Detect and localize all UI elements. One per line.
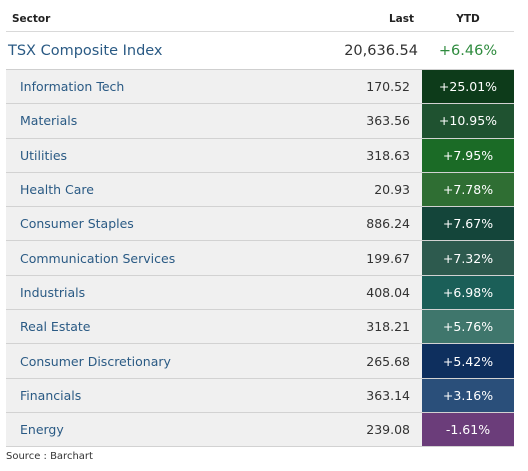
- table-row: Information Tech 170.52 +25.01%: [6, 70, 514, 105]
- sector-last: 363.14: [366, 387, 410, 403]
- index-row: TSX Composite Index 20,636.54 +6.46%: [6, 32, 514, 70]
- index-name[interactable]: TSX Composite Index: [8, 42, 163, 59]
- sector-ytd: +25.01%: [422, 70, 514, 104]
- table-row: Consumer Discretionary 265.68 +5.42%: [6, 344, 514, 379]
- sector-ytd: +7.78%: [422, 172, 514, 207]
- sector-name[interactable]: Consumer Staples: [20, 216, 134, 232]
- sector-ytd: +7.32%: [422, 241, 514, 275]
- sector-name[interactable]: Health Care: [20, 182, 94, 198]
- sector-last: 170.52: [366, 79, 410, 95]
- table-row: Health Care 20.93 +7.78%: [6, 172, 514, 208]
- sector-last: 408.04: [366, 284, 410, 300]
- sector-column-header: Sector: [12, 12, 51, 25]
- sector-performance-table: Sector Last YTD TSX Composite Index 20,6…: [6, 6, 514, 448]
- table-header: Sector Last YTD: [6, 6, 514, 32]
- sector-last: 318.63: [366, 147, 410, 163]
- index-ytd: +6.46%: [438, 42, 498, 59]
- sector-last: 318.21: [366, 319, 410, 335]
- sector-rows: Information Tech 170.52 +25.01% Material…: [6, 70, 514, 448]
- sector-ytd: -1.61%: [422, 412, 514, 447]
- sector-name[interactable]: Materials: [20, 113, 78, 129]
- last-column-header: Last: [388, 12, 414, 25]
- table-row: Utilities 318.63 +7.95%: [6, 138, 514, 173]
- table-row: Communication Services 199.67 +7.32%: [6, 241, 514, 276]
- sector-name[interactable]: Utilities: [20, 147, 68, 163]
- sector-name[interactable]: Communication Services: [20, 250, 176, 266]
- sector-name[interactable]: Financials: [20, 387, 82, 403]
- table-row: Industrials 408.04 +6.98%: [6, 275, 514, 311]
- sector-ytd: +7.95%: [422, 138, 514, 172]
- table-row: Real Estate 318.21 +5.76%: [6, 310, 514, 345]
- sector-name[interactable]: Energy: [20, 422, 64, 438]
- sector-ytd: +6.98%: [422, 275, 514, 310]
- sector-ytd: +10.95%: [422, 104, 514, 138]
- sector-ytd: +5.42%: [422, 344, 514, 378]
- sector-name[interactable]: Real Estate: [20, 319, 91, 335]
- sector-last: 886.24: [366, 216, 410, 232]
- table-row: Energy 239.08 -1.61%: [6, 412, 514, 448]
- ytd-column-header: YTD: [456, 12, 480, 25]
- table-row: Materials 363.56 +10.95%: [6, 104, 514, 139]
- sector-last: 265.68: [366, 353, 410, 369]
- sector-last: 239.08: [366, 422, 410, 438]
- sector-last: 363.56: [366, 113, 410, 129]
- sector-last: 20.93: [374, 182, 410, 198]
- table-row: Consumer Staples 886.24 +7.67%: [6, 207, 514, 242]
- sector-name[interactable]: Information Tech: [20, 79, 125, 95]
- sector-last: 199.67: [366, 250, 410, 266]
- sector-name[interactable]: Industrials: [20, 284, 86, 300]
- index-last: 20,636.54: [344, 42, 418, 59]
- sector-name[interactable]: Consumer Discretionary: [20, 353, 171, 369]
- sector-ytd: +3.16%: [422, 378, 514, 412]
- table-row: Financials 363.14 +3.16%: [6, 378, 514, 413]
- sector-ytd: +7.67%: [422, 207, 514, 241]
- source-note: Source : Barchart: [6, 451, 93, 462]
- sector-ytd: +5.76%: [422, 310, 514, 344]
